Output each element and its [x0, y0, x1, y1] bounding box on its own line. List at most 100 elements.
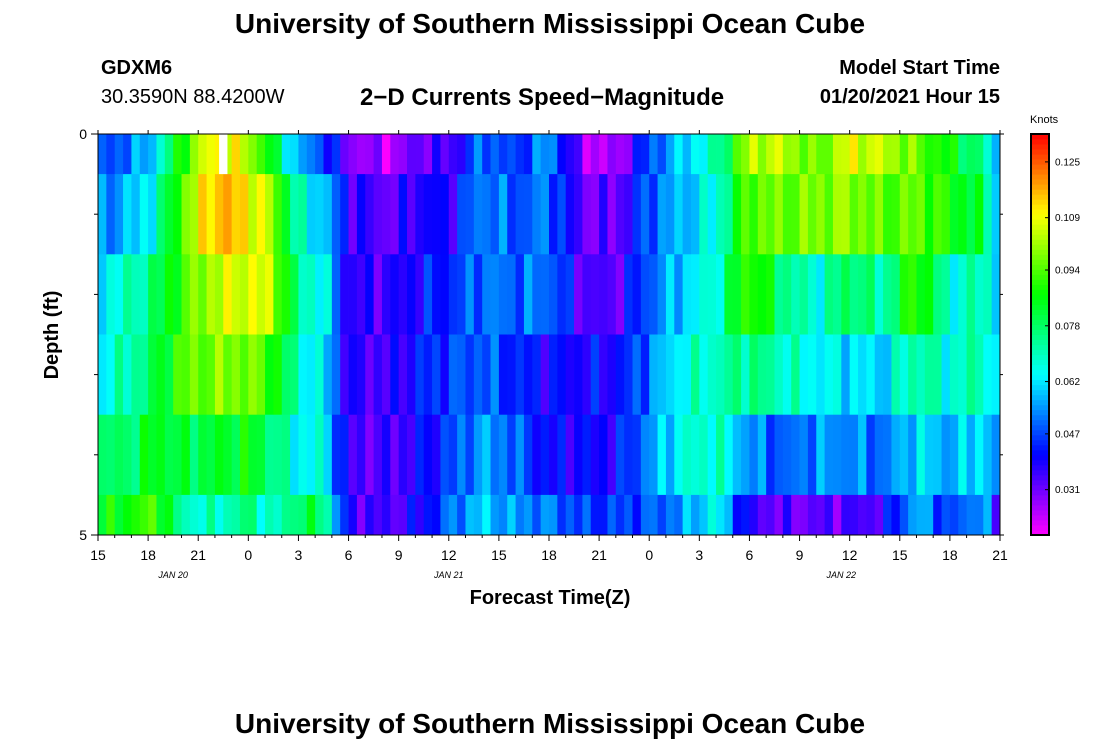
x-tick-label: 6 [746, 547, 754, 563]
heatmap-cell [674, 494, 684, 536]
heatmap-cell [340, 334, 349, 416]
colorbar-segment [1031, 444, 1049, 451]
heatmap-cell [724, 254, 734, 335]
heatmap-cell [949, 494, 959, 536]
heatmap-cell [791, 254, 800, 335]
heatmap-cell [98, 174, 107, 255]
heatmap-cell [148, 494, 157, 536]
heatmap-cell [858, 254, 867, 335]
model-start-value: 01/20/2021 Hour 15 [819, 86, 1000, 108]
colorbar-segment [1031, 509, 1049, 516]
heatmap-cell [340, 414, 349, 496]
heatmap-cell [707, 174, 717, 255]
heatmap-cell [507, 134, 516, 175]
heatmap-cell [515, 414, 525, 496]
heatmap-cell [724, 174, 734, 255]
colorbar-segment [1031, 304, 1049, 310]
heatmap-cell [340, 254, 349, 335]
heatmap-cell [899, 334, 909, 416]
heatmap-cell [832, 134, 842, 175]
heatmap-cell [757, 254, 767, 335]
heatmap-cell [640, 174, 650, 255]
colorbar-segment [1031, 334, 1049, 341]
heatmap-cell [348, 134, 358, 175]
heatmap-cell [315, 494, 324, 536]
colorbar-segment [1031, 309, 1049, 315]
heatmap-cell [198, 334, 207, 416]
heatmap-cell [173, 334, 182, 416]
heatmap-cell [206, 334, 216, 416]
colorbar-segment [1031, 179, 1049, 185]
heatmap-cell [791, 134, 800, 175]
station-id: GDXM6 [101, 57, 173, 79]
colorbar-segment [1031, 169, 1049, 175]
heatmap-cell [98, 134, 107, 175]
heatmap-cell [273, 334, 283, 416]
heatmap-cell [423, 494, 433, 536]
heatmap-cell [615, 134, 625, 175]
heatmap-cell [674, 134, 684, 175]
colorbar-segment [1031, 524, 1049, 531]
heatmap-cell [924, 334, 934, 416]
heatmap-cell [699, 494, 709, 536]
heatmap-cell [732, 254, 742, 335]
heatmap-cell [407, 134, 416, 175]
heatmap-cell [690, 134, 700, 175]
y-tick-label: 0 [79, 126, 87, 142]
heatmap-cell [807, 494, 817, 536]
colorbar-segment [1031, 364, 1049, 371]
heatmap-cell [373, 254, 383, 335]
heatmap-cell [891, 134, 901, 175]
colorbar-segment [1031, 204, 1049, 210]
heatmap-cell [390, 134, 400, 175]
heatmap-cell [540, 414, 550, 496]
heatmap-cell [290, 134, 299, 175]
heatmap-cell [448, 414, 458, 496]
heatmap-cell [173, 414, 182, 496]
heatmap-cell [423, 174, 433, 255]
heatmap-cell [306, 254, 316, 335]
heatmap-cell [398, 334, 408, 416]
date-label: JAN 20 [157, 570, 188, 580]
heatmap-cell [816, 174, 826, 255]
heatmap-cell [933, 494, 942, 536]
heatmap-cell [248, 254, 258, 335]
colorbar-segment [1031, 224, 1049, 230]
heatmap-cell [523, 174, 533, 255]
heatmap-cell [782, 174, 792, 255]
heatmap-cell [298, 494, 308, 536]
heatmap-cell [749, 174, 759, 255]
x-tick-label: 9 [395, 547, 403, 563]
x-tick-label: 21 [591, 547, 607, 563]
heatmap-cell [858, 494, 867, 536]
heatmap-cell [699, 334, 709, 416]
heatmap-cell [657, 494, 667, 536]
heatmap-cell [782, 494, 792, 536]
heatmap-cell [482, 414, 491, 496]
heatmap-cell [507, 254, 516, 335]
heatmap-cell [824, 334, 834, 416]
heatmap-cell [883, 414, 892, 496]
heatmap-cell [131, 494, 141, 536]
heatmap-cell [398, 414, 408, 496]
heatmap-cell [624, 414, 633, 496]
heatmap-cell [448, 254, 458, 335]
heatmap-cell [432, 134, 441, 175]
heatmap-cell [507, 334, 516, 416]
heatmap-cell [582, 334, 592, 416]
colorbar-segment [1031, 159, 1049, 165]
heatmap-cell [974, 174, 984, 255]
heatmap-cell [265, 414, 274, 496]
heatmap-cell [189, 414, 199, 496]
heatmap-cell [599, 414, 608, 496]
colorbar-segment [1031, 354, 1049, 361]
heatmap-cell [365, 254, 375, 335]
heatmap-cell [958, 254, 967, 335]
heatmap-cell [640, 334, 650, 416]
heatmap-cell [448, 174, 458, 255]
heatmap-cell [774, 494, 784, 536]
heatmap-cell [306, 414, 316, 496]
heatmap-cell [290, 414, 299, 496]
heatmap-cell [791, 494, 800, 536]
heatmap-cell [791, 174, 800, 255]
